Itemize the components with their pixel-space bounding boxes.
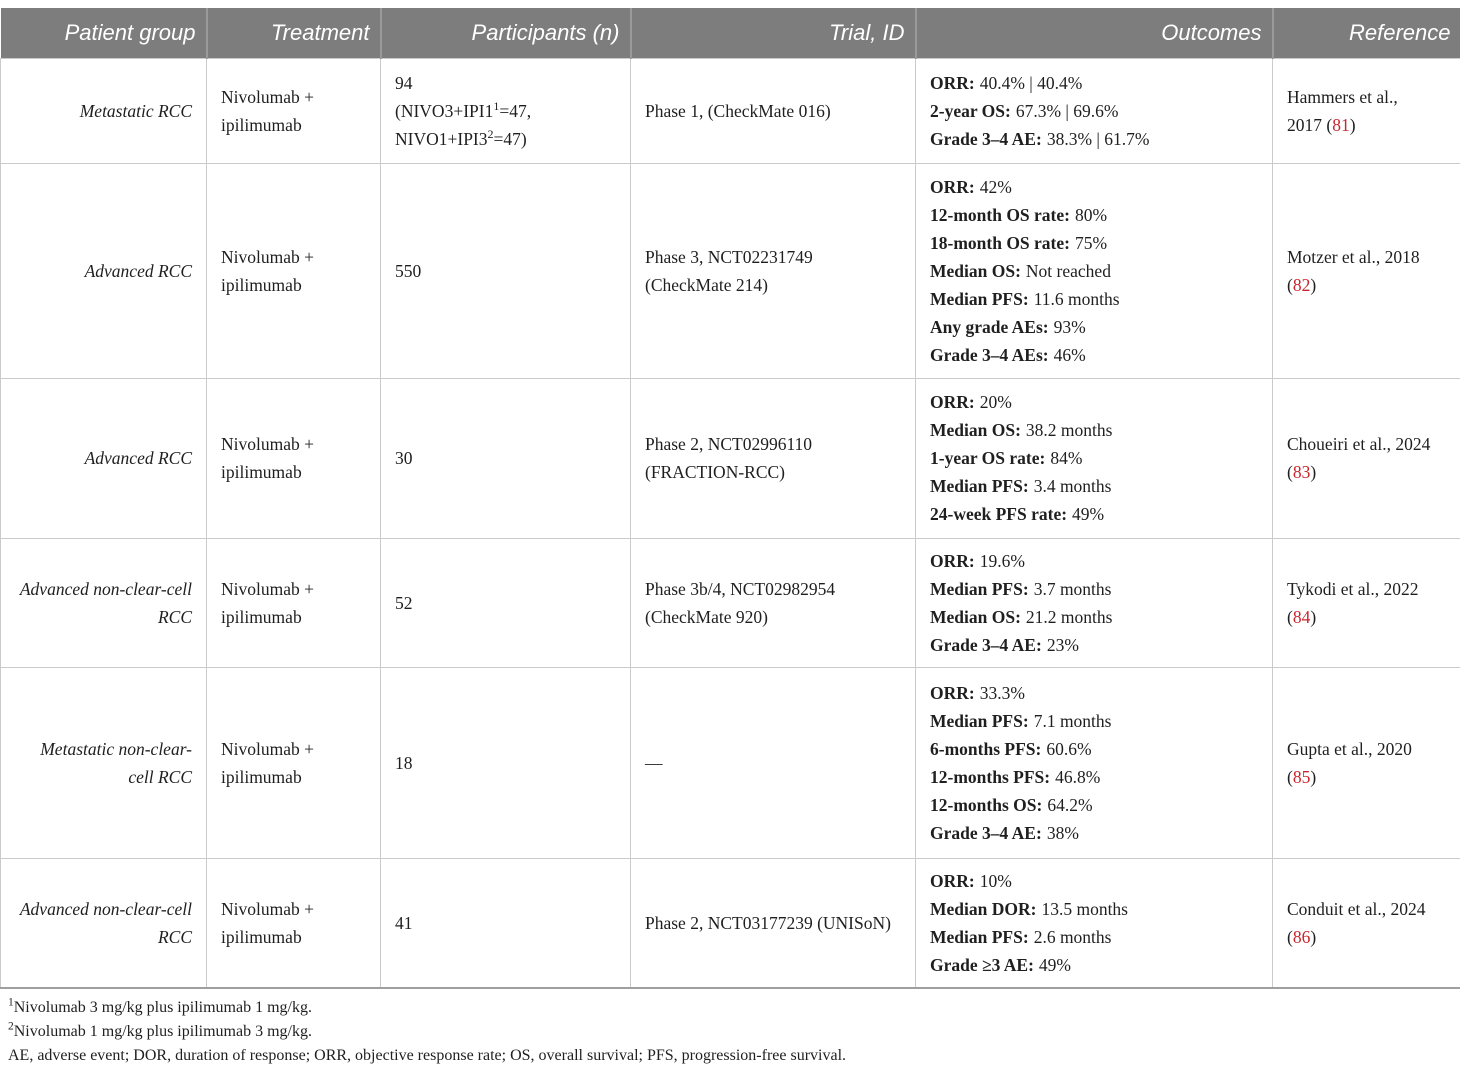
outcome-line: 6-months PFS: 60.6% <box>930 738 1092 759</box>
footnote-marker: 1 <box>493 98 500 113</box>
outcome-line: Median DOR: 13.5 months <box>930 898 1128 919</box>
reference-cell: Gupta et al., 2020 (85) <box>1272 666 1460 859</box>
outcome-line: ORR: 19.6% <box>930 550 1025 571</box>
outcomes-cell: ORR: 40.4% | 40.4% 2-year OS: 67.3% | 69.6… <box>915 57 1273 164</box>
table-row: Advanced RCC Nivolumab + ipilimumab 550 … <box>0 162 1460 379</box>
table-row: Advanced non-clear-cell RCC Nivolumab + … <box>0 537 1460 668</box>
outcome-line: Median OS: Not reached <box>930 260 1111 281</box>
outcome-line: 24-week PFS rate: 49% <box>930 504 1105 524</box>
footnote-marker: 2 <box>487 126 494 141</box>
reference-cell: Choueiri et al., 2024 (83) <box>1272 377 1460 539</box>
outcome-line: Median PFS: 2.6 months <box>930 926 1112 947</box>
table-row: Metastatic RCC Nivolumab + ipilimumab 94… <box>0 57 1460 164</box>
outcomes-cell: ORR: 10% Median DOR: 13.5 months Median PF… <box>915 857 1273 989</box>
outcome-line: Any grade AEs: 93% <box>930 316 1086 337</box>
outcomes-cell: ORR: 20% Median OS: 38.2 months 1-year OS … <box>915 377 1273 539</box>
treatment-cell: Nivolumab + ipilimumab <box>206 377 381 539</box>
footnote-marker: 2 <box>8 1020 14 1033</box>
participants-cell: 94 (NIVO3+IPI11=47, NIVO1+IPI32=47) <box>380 57 631 164</box>
table-row: Advanced non-clear-cell RCC Nivolumab + … <box>0 857 1460 989</box>
outcome-line: ORR: 42% <box>930 176 1012 197</box>
citation-link[interactable]: 81 <box>1332 114 1350 135</box>
footnote: 1Nivolumab 3 mg/kg plus ipilimumab 1 mg/… <box>8 996 312 1016</box>
citation-link[interactable]: 85 <box>1292 766 1311 787</box>
outcome-line: Median OS: 38.2 months <box>930 420 1113 440</box>
outcome-line: Grade ≥3 AE: 49% <box>930 954 1071 975</box>
column-header-trial-id: Trial, ID <box>629 8 916 58</box>
reference-cell: Motzer et al., 2018 (82) <box>1272 162 1460 379</box>
participants-cell: 30 <box>380 377 631 539</box>
outcome-line: 18-month OS rate: 75% <box>930 232 1108 253</box>
outcomes-cell: ORR: 42% 12-month OS rate: 80% 18-month OS… <box>915 162 1273 379</box>
treatment-cell: Nivolumab + ipilimumab <box>206 857 381 989</box>
outcome-line: Grade 3–4 AE: 38% <box>930 822 1079 843</box>
participants-cell: 18 <box>380 666 631 859</box>
outcome-line: ORR: 10% <box>930 870 1012 891</box>
trial-id-cell: Phase 3, NCT02231749 (CheckMate 214) <box>630 162 916 379</box>
outcome-line: ORR: 33.3% <box>930 682 1025 703</box>
citation-link[interactable]: 82 <box>1292 274 1311 295</box>
trial-id-cell: — <box>630 666 916 859</box>
outcomes-cell: ORR: 19.6% Median PFS: 3.7 months Median O… <box>915 537 1273 668</box>
trial-id-cell: Phase 3b/4, NCT02982954 (CheckMate 920) <box>630 537 916 668</box>
outcome-line: Median PFS: 7.1 months <box>930 710 1112 731</box>
footnote: 2Nivolumab 1 mg/kg plus ipilimumab 3 mg/… <box>8 1020 312 1040</box>
outcome-line: 12-months PFS: 46.8% <box>930 766 1101 787</box>
outcome-line: Median PFS: 3.7 months <box>930 578 1112 599</box>
participants-detail-line: NIVO1+IPI32=47) <box>395 126 527 149</box>
reference-cell: Hammers et al., 2017 (81) <box>1272 57 1460 164</box>
footnote-abbreviations: AE, adverse event; DOR, duration of resp… <box>8 1046 847 1064</box>
column-header-outcomes: Outcomes <box>914 8 1273 58</box>
patient-group-cell: Advanced RCC <box>0 162 207 379</box>
trial-id-cell: Phase 2, NCT03177239 (UNISoN) <box>630 857 916 989</box>
patient-group-cell: Metastatic non-clear-cell RCC <box>0 666 207 859</box>
table-header-row: Patient group Treatment Participants (n)… <box>0 8 1460 58</box>
column-header-patient-group: Patient group <box>0 8 207 58</box>
column-header-treatment: Treatment <box>205 8 381 58</box>
outcome-line: Median PFS: 3.4 months <box>930 476 1112 496</box>
reference-cell: Tykodi et al., 2022 (84) <box>1272 537 1460 668</box>
treatment-cell: Nivolumab + ipilimumab <box>206 666 381 859</box>
treatment-cell: Nivolumab + ipilimumab <box>206 537 381 668</box>
outcome-line: 2-year OS: 67.3% | 69.6% <box>930 100 1119 121</box>
outcome-line: Grade 3–4 AE: 38.3% | 61.7% <box>930 128 1150 149</box>
table-row: Advanced RCC Nivolumab + ipilimumab 30 P… <box>0 377 1460 539</box>
treatment-cell: Nivolumab + ipilimumab <box>206 57 381 164</box>
participants-detail-line: (NIVO3+IPI11=47, <box>395 98 532 121</box>
outcome-line: ORR: 40.4% | 40.4% <box>930 72 1083 93</box>
participants-cell: 550 <box>380 162 631 379</box>
reference-cell: Conduit et al., 2024 (86) <box>1272 857 1460 989</box>
clinical-trials-table: Patient group Treatment Participants (n)… <box>0 8 1460 989</box>
patient-group-cell: Metastatic RCC <box>0 57 207 164</box>
table-footnotes: 1Nivolumab 3 mg/kg plus ipilimumab 1 mg/… <box>0 989 1460 1068</box>
citation-link[interactable]: 86 <box>1292 926 1311 947</box>
patient-group-cell: Advanced non-clear-cell RCC <box>0 857 207 989</box>
citation-link[interactable]: 84 <box>1292 606 1311 627</box>
outcome-line: 1-year OS rate: 84% <box>930 448 1083 468</box>
outcome-line: Median PFS: 11.6 months <box>930 288 1120 309</box>
outcome-line: Median OS: 21.2 months <box>930 606 1113 627</box>
column-header-reference: Reference <box>1271 8 1460 58</box>
footnote-marker: 1 <box>8 996 14 1009</box>
table-row: Metastatic non-clear-cell RCC Nivolumab … <box>0 666 1460 859</box>
treatment-cell: Nivolumab + ipilimumab <box>206 162 381 379</box>
patient-group-cell: Advanced RCC <box>0 377 207 539</box>
column-header-participants: Participants (n) <box>379 8 631 58</box>
outcome-line: 12-months OS: 64.2% <box>930 794 1093 815</box>
outcome-line: Grade 3–4 AEs: 46% <box>930 344 1086 365</box>
trial-id-cell: Phase 2, NCT02996110 (FRACTION-RCC) <box>630 377 916 539</box>
participants-cell: 52 <box>380 537 631 668</box>
participants-cell: 41 <box>380 857 631 989</box>
participants-count: 94 <box>395 72 413 93</box>
citation-link[interactable]: 83 <box>1292 462 1311 482</box>
outcomes-cell: ORR: 33.3% Median PFS: 7.1 months 6-months… <box>915 666 1273 859</box>
outcome-line: Grade 3–4 AE: 23% <box>930 634 1079 655</box>
patient-group-cell: Advanced non-clear-cell RCC <box>0 537 207 668</box>
trial-id-cell: Phase 1, (CheckMate 016) <box>630 57 916 164</box>
outcome-line: ORR: 20% <box>930 392 1012 412</box>
outcome-line: 12-month OS rate: 80% <box>930 204 1108 225</box>
